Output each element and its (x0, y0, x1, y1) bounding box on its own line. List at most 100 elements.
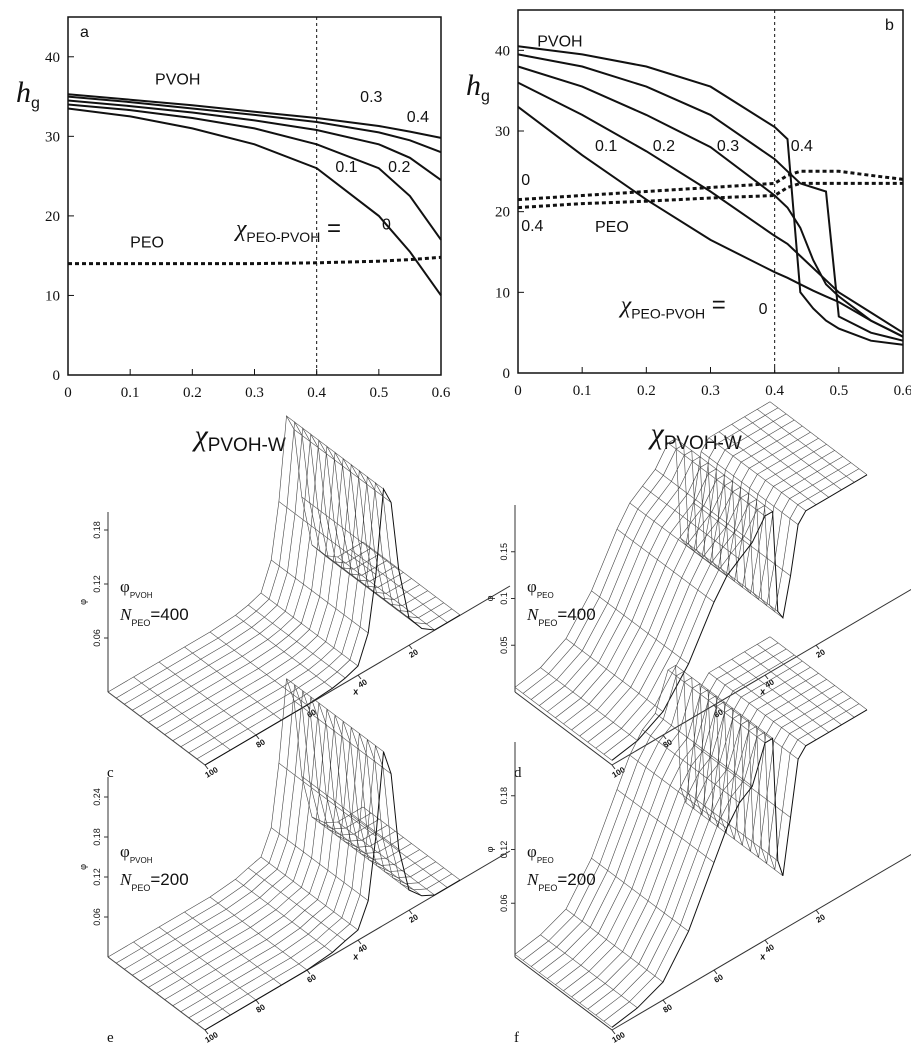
curve-label: PEO (130, 235, 164, 252)
x-tick (357, 939, 362, 945)
surface-label: NPEO=200 (119, 870, 189, 893)
y-axis-label-sub: g (31, 95, 40, 112)
x-tick-label: 80 (662, 1002, 675, 1015)
surface-label-sub: PEO (538, 618, 557, 628)
curve-label: 0 (382, 216, 391, 233)
x-axis-label-sub: PVOH-W (208, 435, 286, 456)
curve-label: 0 (521, 172, 530, 189)
surface-profile (563, 438, 819, 725)
mesh-line (514, 954, 613, 1028)
x-tick-label: 0.4 (765, 383, 784, 399)
x-axis-label: x (353, 952, 358, 962)
x-tick (764, 674, 769, 680)
surface-label-main: N (526, 605, 540, 624)
y-tick-label: 0 (53, 368, 61, 384)
annotation: PVOH (155, 72, 200, 89)
x-tick (815, 644, 820, 650)
x-tick (611, 764, 616, 770)
surface-profile (547, 425, 803, 712)
annotation-main: χ (234, 216, 248, 242)
z-axis-label: φ (485, 595, 495, 601)
surface-profile (180, 469, 436, 748)
z-tick-label: 0.06 (499, 894, 509, 912)
z-tick-label: 0.12 (92, 575, 102, 593)
surface-label-sub: PEO (131, 883, 150, 893)
x-tick-label: 40 (357, 677, 370, 690)
z-tick-label: 0.18 (499, 787, 509, 805)
surface-profile (539, 654, 795, 973)
x-tick-label: 40 (764, 942, 777, 955)
x-tick (255, 734, 260, 740)
surface-profile (132, 433, 388, 711)
surface-label-main: N (119, 605, 133, 624)
annotation-main: PVOH (537, 33, 582, 50)
surface-profile (156, 715, 412, 994)
curve (517, 53, 904, 342)
x-axis-label: χPVOH-W (192, 419, 286, 456)
surface-profile (539, 419, 795, 706)
x-tick-label: 60 (306, 972, 319, 985)
x-tick-label: 0.1 (121, 385, 140, 401)
dashed-curve (517, 169, 904, 202)
surface-profile (196, 745, 453, 1025)
surface-profile (579, 685, 835, 1004)
annotation-main: PVOH (155, 72, 200, 89)
surface-profile (180, 733, 436, 1013)
surface-profile (555, 666, 811, 985)
x-tick-label: 20 (815, 647, 828, 660)
curve (67, 107, 442, 296)
annotation-sub: PEO-PVOH (246, 229, 320, 245)
z-tick-label: 0.24 (92, 788, 102, 806)
annotation: χPEO-PVOH = (619, 292, 726, 322)
z-tick-label: 0.15 (499, 543, 509, 561)
x-tick-label: 0.3 (701, 383, 720, 399)
surface-profile (522, 642, 779, 961)
curve (67, 95, 442, 154)
surface-label-tail: =200 (150, 870, 188, 889)
z-tick-label: 0.12 (499, 841, 509, 859)
x-tick-label: 0.3 (245, 385, 264, 401)
x-tick-label: 100 (611, 765, 628, 780)
surface-profile (148, 445, 404, 723)
plot-frame (67, 16, 442, 376)
surface-label-sub: PEO (131, 618, 150, 628)
surface-profile (603, 468, 860, 755)
x-axis-label: x (353, 687, 358, 697)
surface-profile (188, 475, 444, 754)
x-tick-label: 20 (408, 647, 421, 660)
surface-label-sub: PEO (537, 856, 554, 865)
surface-label-main: φ (120, 842, 130, 861)
annotation-tail: = (705, 292, 726, 319)
surface-label: NPEO=400 (119, 605, 189, 628)
x-tick-label: 40 (357, 942, 370, 955)
surface-profile (124, 690, 380, 970)
x-axis-label: x (760, 952, 765, 962)
surface-profile (555, 431, 811, 718)
curve (517, 45, 904, 346)
curve-label: 0.4 (521, 218, 543, 235)
panel-letter: f (514, 1030, 519, 1046)
x-tick (255, 999, 260, 1005)
surface-label-tail: =400 (557, 605, 595, 624)
surface-profile (587, 456, 843, 743)
panel-letter: d (514, 765, 522, 781)
z-tick-label: 0.12 (92, 868, 102, 886)
surface-profile (571, 679, 827, 998)
y-tick-label: 30 (495, 124, 510, 140)
surface-label-sub: PEO (538, 883, 557, 893)
curve (67, 99, 442, 181)
curve (67, 103, 442, 241)
x-tick-label: 0 (514, 383, 522, 399)
surface-profile (587, 691, 843, 1010)
y-axis-label: hg (16, 76, 40, 112)
x-tick-label: 0.5 (829, 383, 848, 399)
surface-profile (107, 678, 364, 958)
z-tick-label: 0.06 (92, 908, 102, 926)
y-axis-label-main: h (16, 76, 31, 109)
curve (517, 106, 904, 338)
surface-label: φPVOH (120, 842, 153, 865)
x-tick (764, 939, 769, 945)
x-axis-label-main: χ (192, 419, 209, 452)
surface-profile (579, 450, 835, 737)
surface-profile (115, 421, 372, 699)
